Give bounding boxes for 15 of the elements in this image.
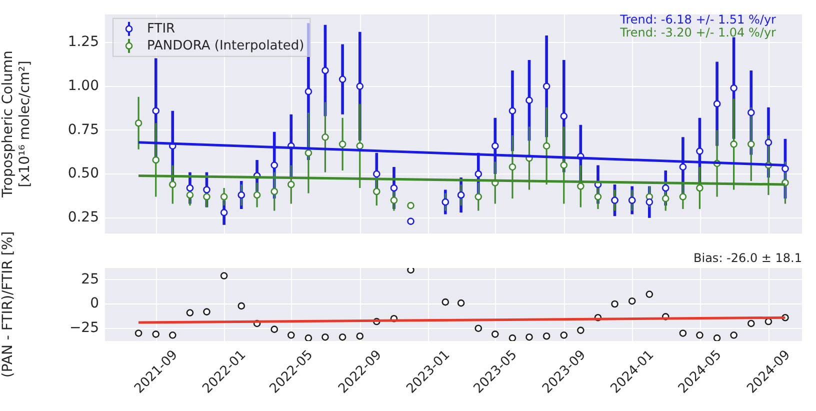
legend-label: FTIR: [147, 21, 176, 36]
y-tick-label: 0.50: [68, 166, 99, 182]
y-axis-title: Tropospheric Column [x10¹⁶ molec/cm²]: [0, 50, 33, 199]
legend-label: PANDORA (Interpolated): [147, 38, 304, 54]
y-tick-label: −25: [69, 320, 99, 336]
y-tick-label: 0.25: [68, 209, 99, 226]
y-tick-label: 1.00: [68, 78, 99, 94]
text: Bias: -26.0 ± 18.1: [694, 251, 802, 266]
annotation: Trend: -3.20 +/- 1.04 %/yr: [619, 26, 776, 40]
annotation: Trend: -6.18 +/- 1.51 %/yr: [619, 12, 776, 27]
y-tick-label: 25: [81, 271, 99, 288]
y-tick-label: 0.75: [68, 122, 99, 138]
y-tick-label: 1.25: [68, 34, 99, 50]
y-tick-label: 0: [90, 296, 99, 312]
y-axis-title: (PAN - FTIR)/FTIR [%]: [0, 231, 16, 378]
